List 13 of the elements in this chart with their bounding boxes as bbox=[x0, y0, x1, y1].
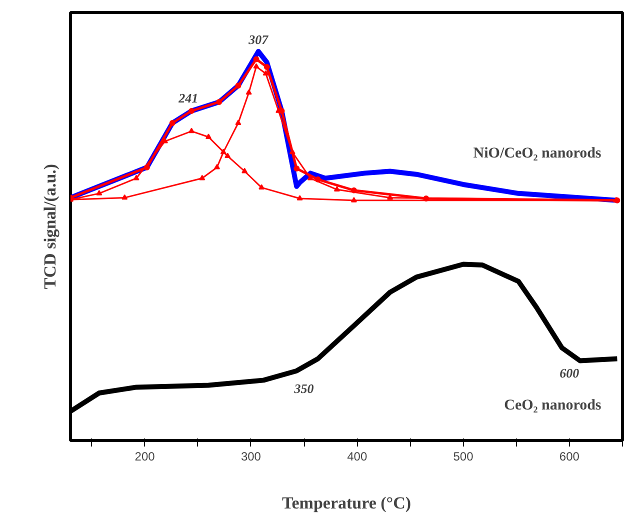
x-tick-label: 600 bbox=[559, 450, 580, 464]
annotation: 307 bbox=[248, 32, 269, 47]
annotation: 350 bbox=[293, 380, 314, 396]
annotation: 600 bbox=[560, 365, 580, 380]
y-axis-title: TCD signal/(a.u.) bbox=[40, 164, 60, 290]
x-tick-label: 500 bbox=[453, 450, 474, 464]
annotation: 241 bbox=[178, 90, 198, 106]
series-label: NiO/CeO₂ nanorods bbox=[473, 146, 602, 162]
x-tick-label: 300 bbox=[240, 450, 262, 464]
text: CeO₂ nanorods bbox=[504, 397, 602, 414]
x-tick-label: 400 bbox=[347, 450, 368, 464]
x-axis-title: Temperature (°C) bbox=[282, 494, 412, 512]
x-tick-label: 200 bbox=[134, 450, 156, 464]
